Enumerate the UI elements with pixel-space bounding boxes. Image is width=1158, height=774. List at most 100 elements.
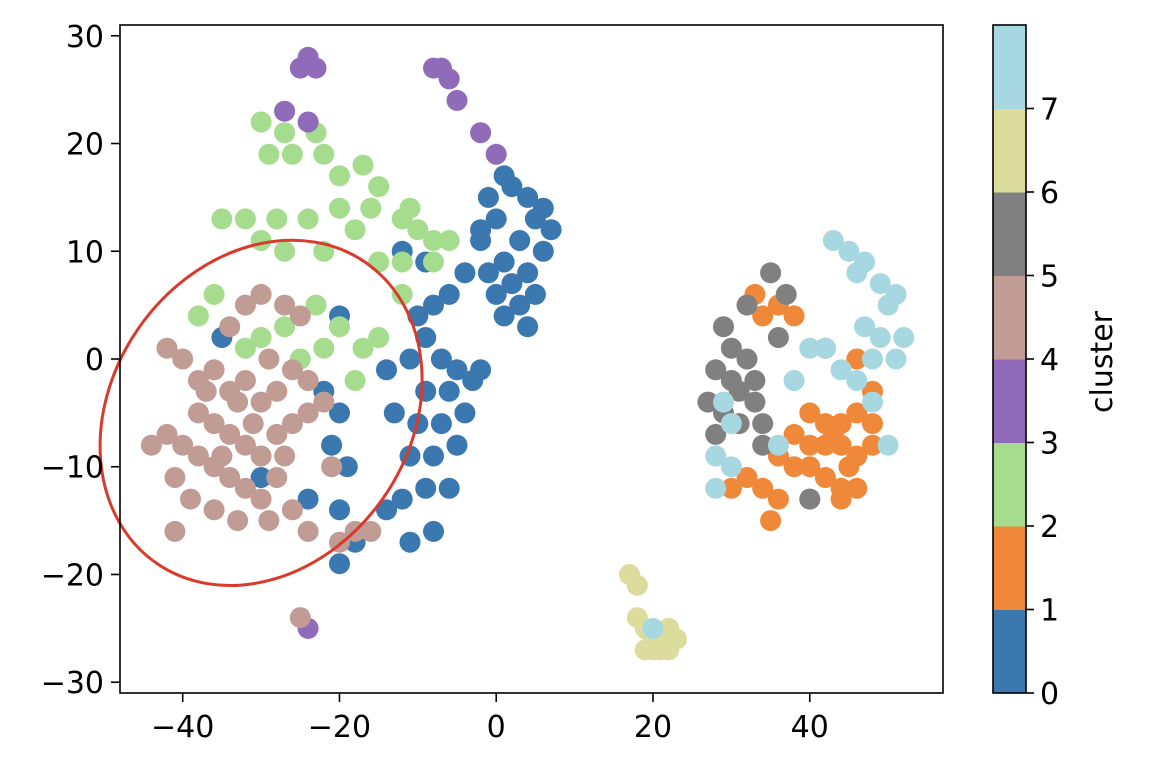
plot-frame (119, 24, 944, 694)
scatter-point (391, 251, 413, 273)
colorbar-segment (993, 359, 1026, 443)
scatter-point (274, 122, 296, 144)
scatter-point (391, 488, 413, 510)
scatter-point (250, 283, 272, 305)
scatter-point (281, 143, 303, 165)
scatter-points (140, 46, 915, 661)
scatter-point (329, 553, 350, 575)
scatter-point (203, 413, 225, 435)
scatter-point (344, 219, 366, 241)
scatter-point (540, 219, 562, 241)
scatter-point (736, 294, 758, 316)
scatter-point (180, 488, 201, 510)
scatter-point (250, 230, 272, 251)
scatter-point (281, 499, 303, 521)
scatter-point (752, 305, 774, 327)
scatter-point (368, 176, 390, 198)
scatter-point (219, 467, 241, 488)
colorbar-tick-label: 0 (1040, 677, 1059, 712)
scatter-point (203, 499, 225, 521)
scatter-point (430, 413, 452, 435)
scatter-point (470, 359, 492, 381)
scatter-point (713, 391, 734, 413)
scatter-point (720, 456, 742, 478)
scatter-point (705, 423, 727, 445)
scatter-point (862, 348, 883, 370)
scatter-point (862, 434, 883, 456)
scatter-point (289, 305, 311, 327)
scatter-point (760, 510, 782, 532)
scatter-point (266, 380, 288, 402)
scatter-point (760, 262, 782, 284)
scatter-point (626, 574, 648, 596)
scatter-point (172, 434, 194, 456)
scatter-point (376, 499, 397, 521)
scatter-point (423, 230, 444, 251)
scatter-point (164, 520, 186, 542)
scatter-point (297, 370, 319, 391)
scatter-point (752, 477, 774, 499)
scatter-point (524, 283, 546, 305)
scatter-point (423, 294, 444, 316)
scatter-point (728, 380, 750, 402)
scatter-point (752, 434, 774, 456)
x-tick-label: 0 (487, 710, 506, 745)
scatter-point (383, 402, 405, 424)
scatter-point (838, 240, 860, 262)
scatter-point (187, 402, 209, 424)
scatter-point (485, 283, 507, 305)
scatter-point (289, 607, 311, 629)
scatter-point (234, 294, 256, 316)
scatter-point (305, 57, 327, 79)
scatter-point (658, 639, 680, 661)
scatter-point (234, 370, 256, 391)
scatter-point (242, 413, 264, 435)
scatter-point (799, 402, 821, 424)
scatter-point (274, 316, 296, 338)
scatter-point (329, 316, 350, 338)
y-tick-label: 20 (66, 128, 104, 163)
colorbar-tick-label: 7 (1040, 93, 1059, 128)
x-tick-label: −20 (308, 710, 371, 745)
scatter-point (705, 477, 727, 499)
scatter-point (477, 186, 499, 208)
scatter-point (862, 413, 883, 435)
scatter-point (642, 617, 664, 639)
colorbar-tick-label: 6 (1040, 176, 1059, 211)
scatter-point (329, 197, 350, 219)
scatter-point (862, 391, 883, 413)
colorbar-tick-label: 5 (1040, 260, 1059, 295)
scatter-point (415, 477, 437, 499)
y-tick-label: 0 (85, 343, 104, 378)
scatter-point (705, 445, 727, 467)
scatter-point (799, 337, 821, 359)
scatter-point (846, 402, 868, 424)
scatter-point (877, 294, 899, 316)
scatter-point (438, 380, 460, 402)
scatter-point (822, 230, 844, 251)
scatter-point (423, 57, 444, 79)
scatter-point (720, 477, 742, 499)
x-tick-label: 20 (634, 710, 672, 745)
colorbar-tick-label: 1 (1040, 594, 1059, 629)
scatter-point (399, 197, 421, 219)
scatter-point (509, 230, 531, 251)
scatter-point (360, 520, 382, 542)
scatter-point (321, 434, 343, 456)
scatter-point (368, 327, 390, 348)
scatter-point (234, 434, 256, 456)
scatter-point (187, 445, 209, 467)
x-tick-label: −40 (151, 710, 214, 745)
scatter-point (234, 208, 256, 230)
scatter-point (744, 370, 766, 391)
scatter-point (423, 251, 444, 273)
scatter-point (799, 456, 821, 478)
scatter-point (477, 262, 499, 284)
scatter-point (634, 639, 656, 661)
y-tick-label: −20 (41, 558, 104, 593)
scatter-point (164, 467, 186, 488)
scatter-point (423, 520, 444, 542)
scatter-point (281, 413, 303, 435)
colorbar-segment (993, 108, 1026, 193)
